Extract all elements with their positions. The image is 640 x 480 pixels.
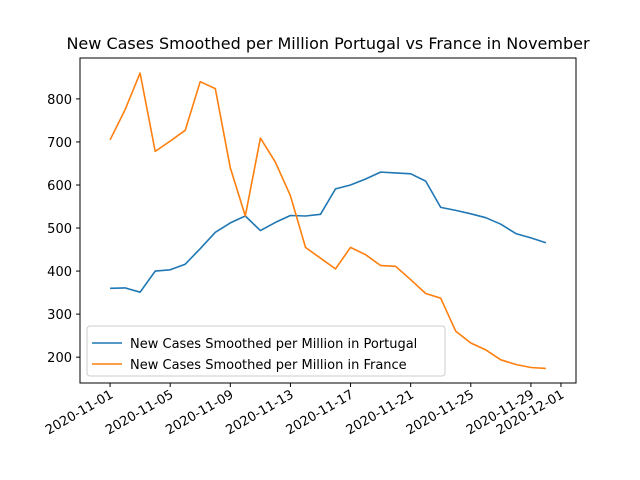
y-axis: 200 300 400 500 600 700 800 [47,93,80,366]
y-tick-label: 400 [47,265,72,280]
series-layer [109,72,547,370]
legend: New Cases Smoothed per Million in Portug… [86,325,446,377]
chart-title: New Cases Smoothed per Million Portugal … [66,34,590,53]
x-tick-label: 2020-11-17 [284,387,357,438]
y-tick-label: 200 [47,351,72,366]
y-tick-label: 800 [47,93,72,108]
legend-label: New Cases Smoothed per Million in France [130,358,407,373]
plot-area-frame [79,57,577,384]
x-axis: 2020-11-012020-11-052020-11-092020-11-13… [43,383,567,438]
x-tick-label: 2020-11-25 [404,387,477,438]
legend-label: New Cases Smoothed per Million in Portug… [130,337,417,352]
x-tick-label: 2020-11-21 [344,387,417,438]
y-tick-label: 700 [47,136,72,151]
x-tick-label: 2020-11-13 [223,387,296,438]
series-line-portugal [110,171,547,294]
series-line-france [109,72,546,370]
y-tick-label: 600 [47,179,72,194]
x-tick-label: 2020-11-05 [103,387,176,438]
legend-box [86,325,446,377]
y-tick-label: 300 [47,308,72,323]
x-tick-label: 2020-11-09 [163,387,236,438]
y-tick-label: 500 [47,222,72,237]
x-tick-label: 2020-11-01 [43,387,116,438]
